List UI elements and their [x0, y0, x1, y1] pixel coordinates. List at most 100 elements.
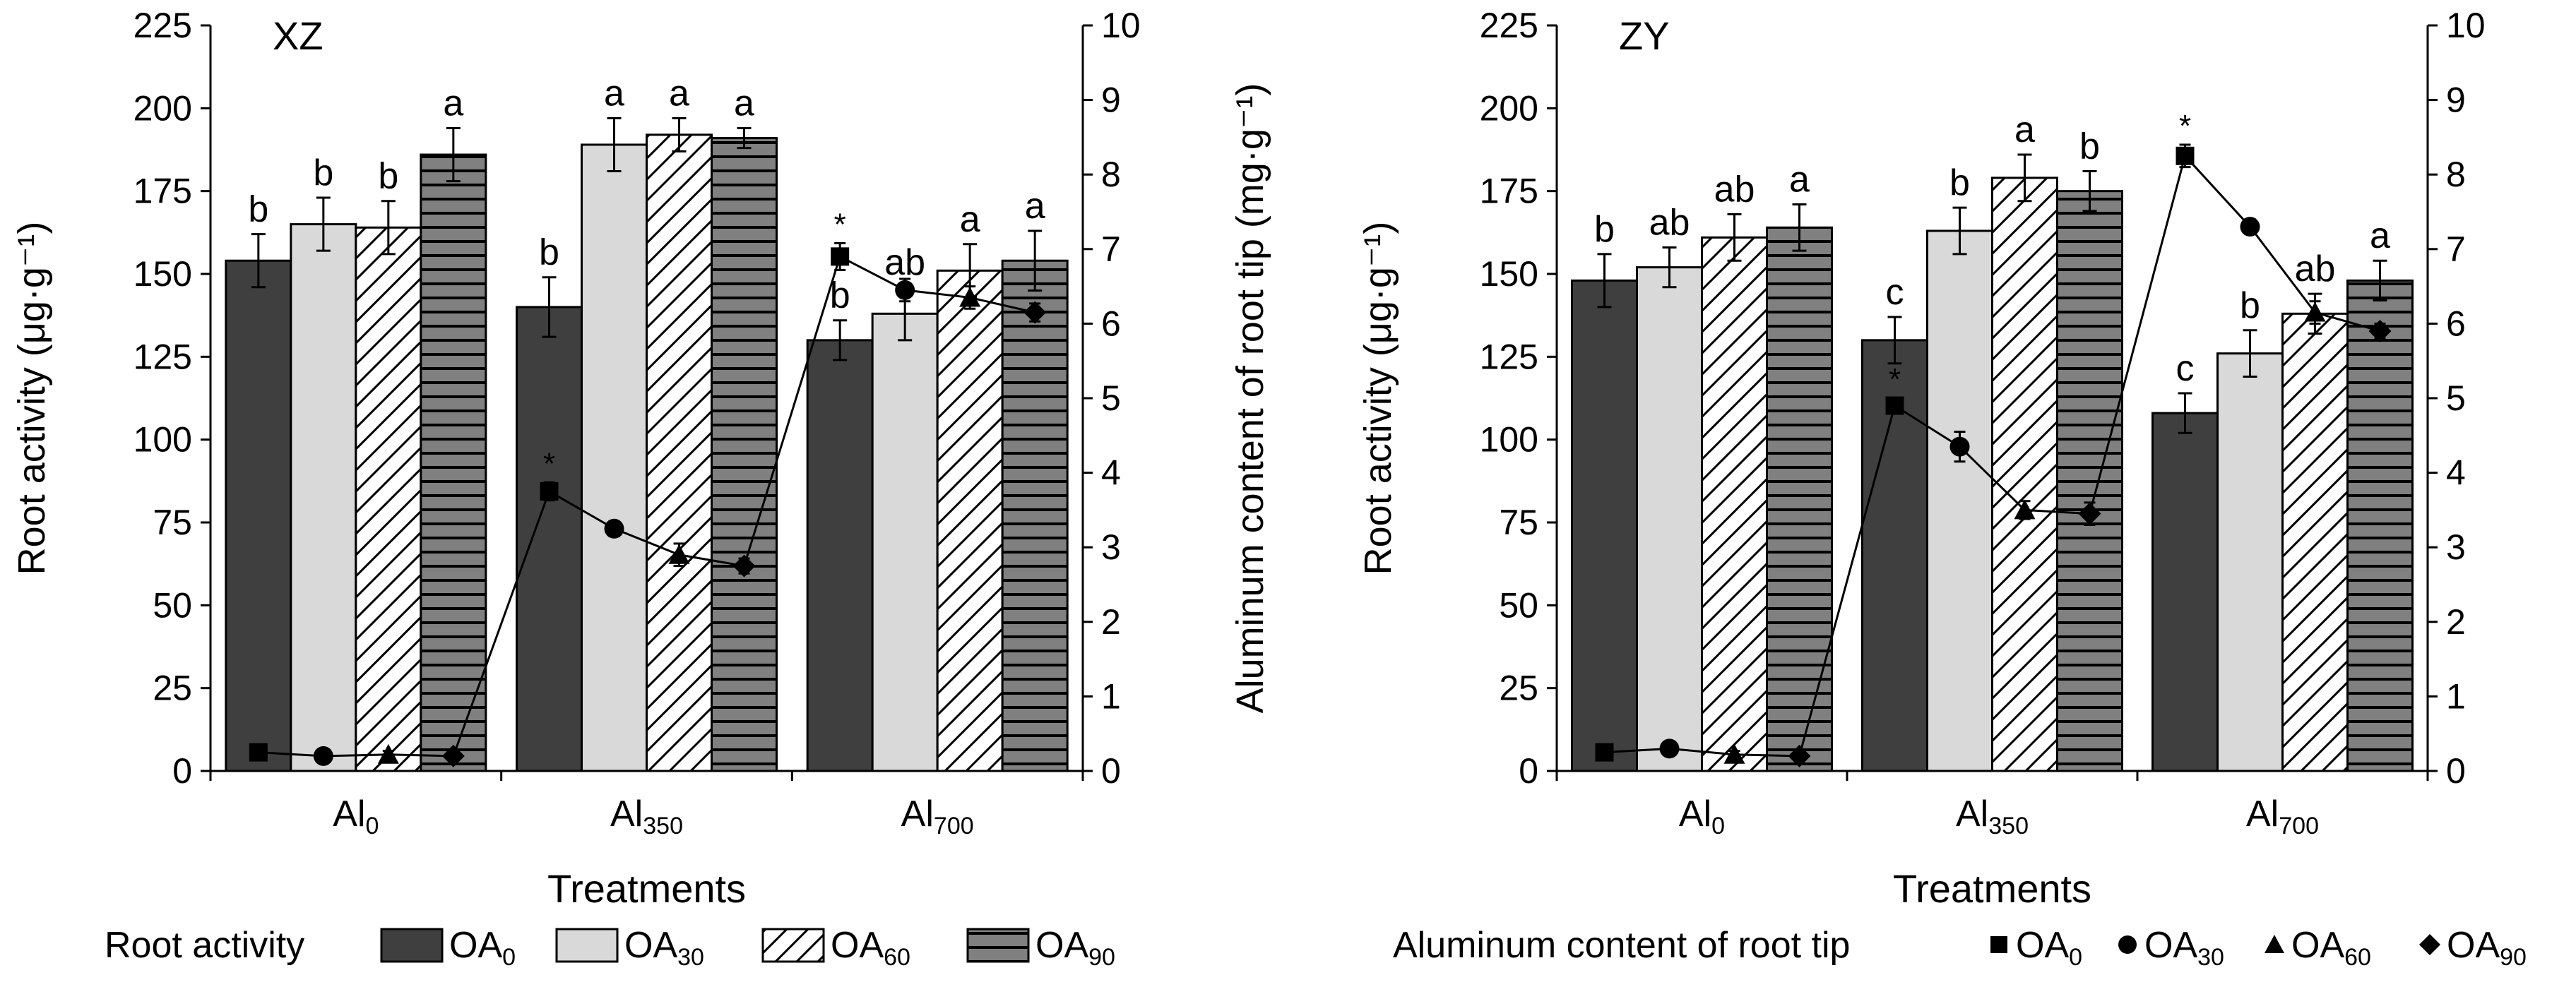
right-tick-label: 9 [1101, 80, 1121, 120]
legend-swatch-oa30 [555, 928, 619, 963]
bar-oa30 [581, 143, 648, 772]
bar-oa60 [355, 226, 422, 772]
legend-label: OA60 [831, 925, 910, 971]
right-tick-label: 6 [2446, 304, 2466, 343]
significance-letter: b [2079, 126, 2100, 167]
bar-oa90 [1766, 226, 1833, 772]
significance-letter: b [1594, 209, 1615, 250]
right-tick-label: 2 [2446, 602, 2466, 642]
right-tick-label: 8 [2446, 155, 2466, 194]
aluminum-content-line [1604, 153, 2380, 758]
right-tick-label: 9 [2446, 80, 2466, 120]
legend-label: OA30 [624, 925, 704, 971]
significance-letter: a [2014, 109, 2035, 150]
point-oa30-circle [313, 746, 333, 766]
bar-oa0 [2151, 412, 2219, 772]
bar-oa90 [711, 137, 778, 772]
left-tick-label: 225 [1480, 6, 1538, 45]
left-tick-label: 150 [1480, 254, 1538, 294]
significance-letter: a [443, 83, 463, 124]
point-oa90-diamond [732, 554, 756, 578]
right-tick-label: 10 [2446, 6, 2486, 45]
legend-label: OA90 [2447, 925, 2527, 971]
significance-letter: c [2176, 348, 2195, 389]
right-tick-label: 3 [1101, 527, 1121, 567]
legend-marker-square [1990, 936, 2007, 953]
significance-star: * [834, 207, 846, 241]
left-tick-label: 25 [1499, 669, 1538, 708]
point-oa90-diamond [441, 744, 465, 767]
left-tick-label: 25 [153, 669, 192, 708]
right-tick-label: 4 [1101, 453, 1121, 493]
chart-panel-xz: 0 25 50 75 100 125 150 175 200 225 0 1 2 3 4 5 6 7 8 9 10 Al0… [11, 6, 1271, 911]
right-axis-title: Aluminum content of root tip (mg·g⁻¹) [1229, 83, 1271, 714]
bar-oa0 [1571, 279, 1638, 772]
legend-marker-diamond [2419, 934, 2440, 955]
right-tick-label: 2 [1101, 602, 1121, 642]
bar-oa30 [871, 312, 939, 772]
point-oa30-circle [2240, 217, 2260, 237]
right-tick-label: 0 [2446, 751, 2466, 791]
significance-letter: b [378, 156, 398, 197]
bar-oa0 [516, 306, 583, 772]
point-oa90-diamond [2078, 502, 2101, 525]
significance-letter: b [2240, 285, 2260, 326]
point-oa90-diamond [1788, 744, 1811, 767]
root-activity-legend: Root activity OA0 OA30 OA60 OA90 [105, 925, 1115, 971]
right-tick-label: 7 [1101, 229, 1121, 269]
significance-letter: ab [884, 242, 925, 283]
x-tick-label: Al0 [333, 794, 379, 839]
right-tick-label: 0 [1101, 751, 1121, 791]
right-tick-label: 6 [1101, 304, 1121, 343]
left-tick-label: 75 [1499, 503, 1538, 542]
bar-oa60 [646, 133, 713, 772]
right-tick-label: 5 [2446, 378, 2466, 418]
significance-letter: a [1789, 159, 1810, 200]
significance-letter: ab [1714, 169, 1755, 210]
significance-star: * [543, 446, 555, 481]
bar-oa0 [806, 339, 874, 772]
point-oa0-square [540, 482, 559, 501]
legend-label: OA0 [449, 925, 516, 971]
bar-oa60 [1701, 236, 1768, 772]
left-tick-label: 75 [153, 503, 192, 542]
point-oa30-circle [604, 518, 624, 539]
significance-letter: a [2370, 215, 2390, 256]
right-tick-label: 7 [2446, 229, 2466, 269]
left-tick-label: 150 [133, 254, 192, 294]
significance-star: * [2179, 109, 2191, 143]
bar-oa90 [420, 153, 487, 772]
left-tick-label: 200 [1480, 88, 1538, 128]
point-oa0-square [249, 743, 268, 762]
left-tick-label: 225 [133, 6, 192, 45]
point-oa60-triangle [959, 287, 981, 307]
bar-oa30 [2216, 352, 2284, 772]
significance-letter: b [313, 152, 333, 193]
bar-oa30 [1926, 229, 1993, 772]
chart-panel-zy: 0 25 50 75 100 125 150 175 200 225 0 1 2 3 4 5 6 7 8 9 10 Al0… [1357, 6, 2576, 911]
point-oa0-square [1595, 743, 1614, 762]
point-oa60-triangle [377, 743, 399, 764]
bar-oa60 [2281, 312, 2349, 772]
significance-letter: a [734, 83, 754, 124]
legend-label: OA30 [2144, 925, 2224, 971]
x-axis-title: Treatments [1893, 866, 2091, 911]
left-axis-title: Root activity (μg·g⁻¹) [11, 222, 53, 575]
significance-letter: a [960, 199, 980, 240]
aluminum-content-line [258, 255, 1035, 758]
legend-label: OA90 [1035, 925, 1115, 971]
legend-marker-triangle [2265, 935, 2284, 953]
significance-letter: a [1025, 186, 1045, 227]
significance-letter: a [669, 73, 689, 114]
bar-oa30 [290, 223, 357, 772]
bar-oa90 [1001, 259, 1069, 772]
bar-oa60 [936, 269, 1004, 772]
right-tick-label: 8 [1101, 155, 1121, 194]
point-oa30-circle [895, 280, 915, 300]
point-oa0-square [1885, 396, 1904, 415]
bar-oa60 [1991, 177, 2058, 772]
x-tick-label: Al700 [901, 794, 974, 839]
x-tick-label: Al0 [1679, 794, 1725, 839]
panel-title: ZY [1619, 13, 1670, 58]
